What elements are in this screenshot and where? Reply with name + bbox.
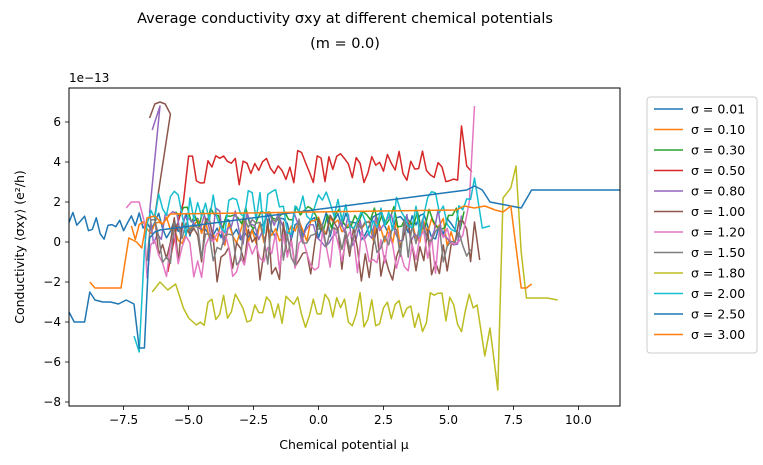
legend-items: σ = 0.01 σ = 0.10 σ = 0.30 σ = 0.50 σ = 0.80… bbox=[654, 102, 745, 342]
y-tick-label: −4 bbox=[43, 315, 61, 329]
legend-label: σ = 3.00 bbox=[691, 327, 745, 342]
y-tick-label: −6 bbox=[43, 355, 61, 369]
x-tick-label: −5.0 bbox=[174, 413, 203, 427]
x-tick-label: 5.0 bbox=[439, 413, 458, 427]
legend-label: σ = 2.00 bbox=[691, 286, 745, 301]
legend-label: σ = 1.20 bbox=[691, 225, 745, 240]
series-line-6 bbox=[148, 101, 481, 283]
x-tick-label: 0.0 bbox=[309, 413, 328, 427]
y-tick-label: 6 bbox=[53, 115, 61, 129]
x-axis-label: Chemical potential μ bbox=[279, 437, 409, 452]
legend-label: σ = 0.50 bbox=[691, 163, 745, 178]
series-line-3 bbox=[175, 205, 465, 231]
y-tick-label: 4 bbox=[53, 155, 61, 169]
x-ticks: −7.5 −5.0 −2.5 0.0 2.5 5.0 7.5 10.0 bbox=[109, 406, 592, 427]
y-axis-label: Conductivity ⟨σxy⟩ (e²/h) bbox=[12, 170, 27, 324]
legend-label: σ = 0.10 bbox=[691, 122, 745, 137]
y-tick-label: −8 bbox=[43, 395, 61, 409]
series-line-7 bbox=[125, 105, 476, 279]
series-line-9 bbox=[151, 165, 558, 391]
chart-subtitle: (m = 0.0) bbox=[310, 36, 380, 52]
legend: σ = 0.01 σ = 0.10 σ = 0.30 σ = 0.50 σ = 0.80… bbox=[646, 96, 758, 354]
series-line-8 bbox=[146, 217, 472, 266]
legend-label: σ = 0.01 bbox=[691, 102, 745, 117]
legend-label: σ = 0.80 bbox=[691, 184, 745, 199]
y-tick-label: −2 bbox=[43, 275, 61, 289]
y-tick-label: 0 bbox=[53, 235, 61, 249]
y-tick-label: 2 bbox=[53, 195, 61, 209]
legend-label: σ = 0.30 bbox=[691, 143, 745, 158]
y-offset-label: 1e−13 bbox=[69, 71, 109, 85]
plot-lines bbox=[69, 101, 620, 391]
x-tick-label: 2.5 bbox=[374, 413, 393, 427]
legend-label: σ = 1.00 bbox=[691, 204, 745, 219]
series-line-12 bbox=[89, 205, 533, 289]
legend-label: σ = 2.50 bbox=[691, 307, 745, 322]
series-line-11 bbox=[69, 185, 620, 349]
legend-frame bbox=[646, 96, 758, 354]
legend-label: σ = 1.50 bbox=[691, 245, 745, 260]
x-tick-label: 10.0 bbox=[565, 413, 592, 427]
chart-title: Average conductivity σxy at different ch… bbox=[137, 11, 553, 27]
legend-label: σ = 1.80 bbox=[691, 266, 745, 281]
x-tick-label: −7.5 bbox=[109, 413, 138, 427]
x-tick-label: −2.5 bbox=[239, 413, 268, 427]
series-line-10 bbox=[133, 177, 491, 353]
series-line-4 bbox=[167, 125, 473, 273]
y-ticks: −8 −6 −4 −2 0 2 4 6 bbox=[43, 115, 69, 409]
x-tick-label: 7.5 bbox=[504, 413, 523, 427]
plot-frame bbox=[68, 87, 621, 407]
